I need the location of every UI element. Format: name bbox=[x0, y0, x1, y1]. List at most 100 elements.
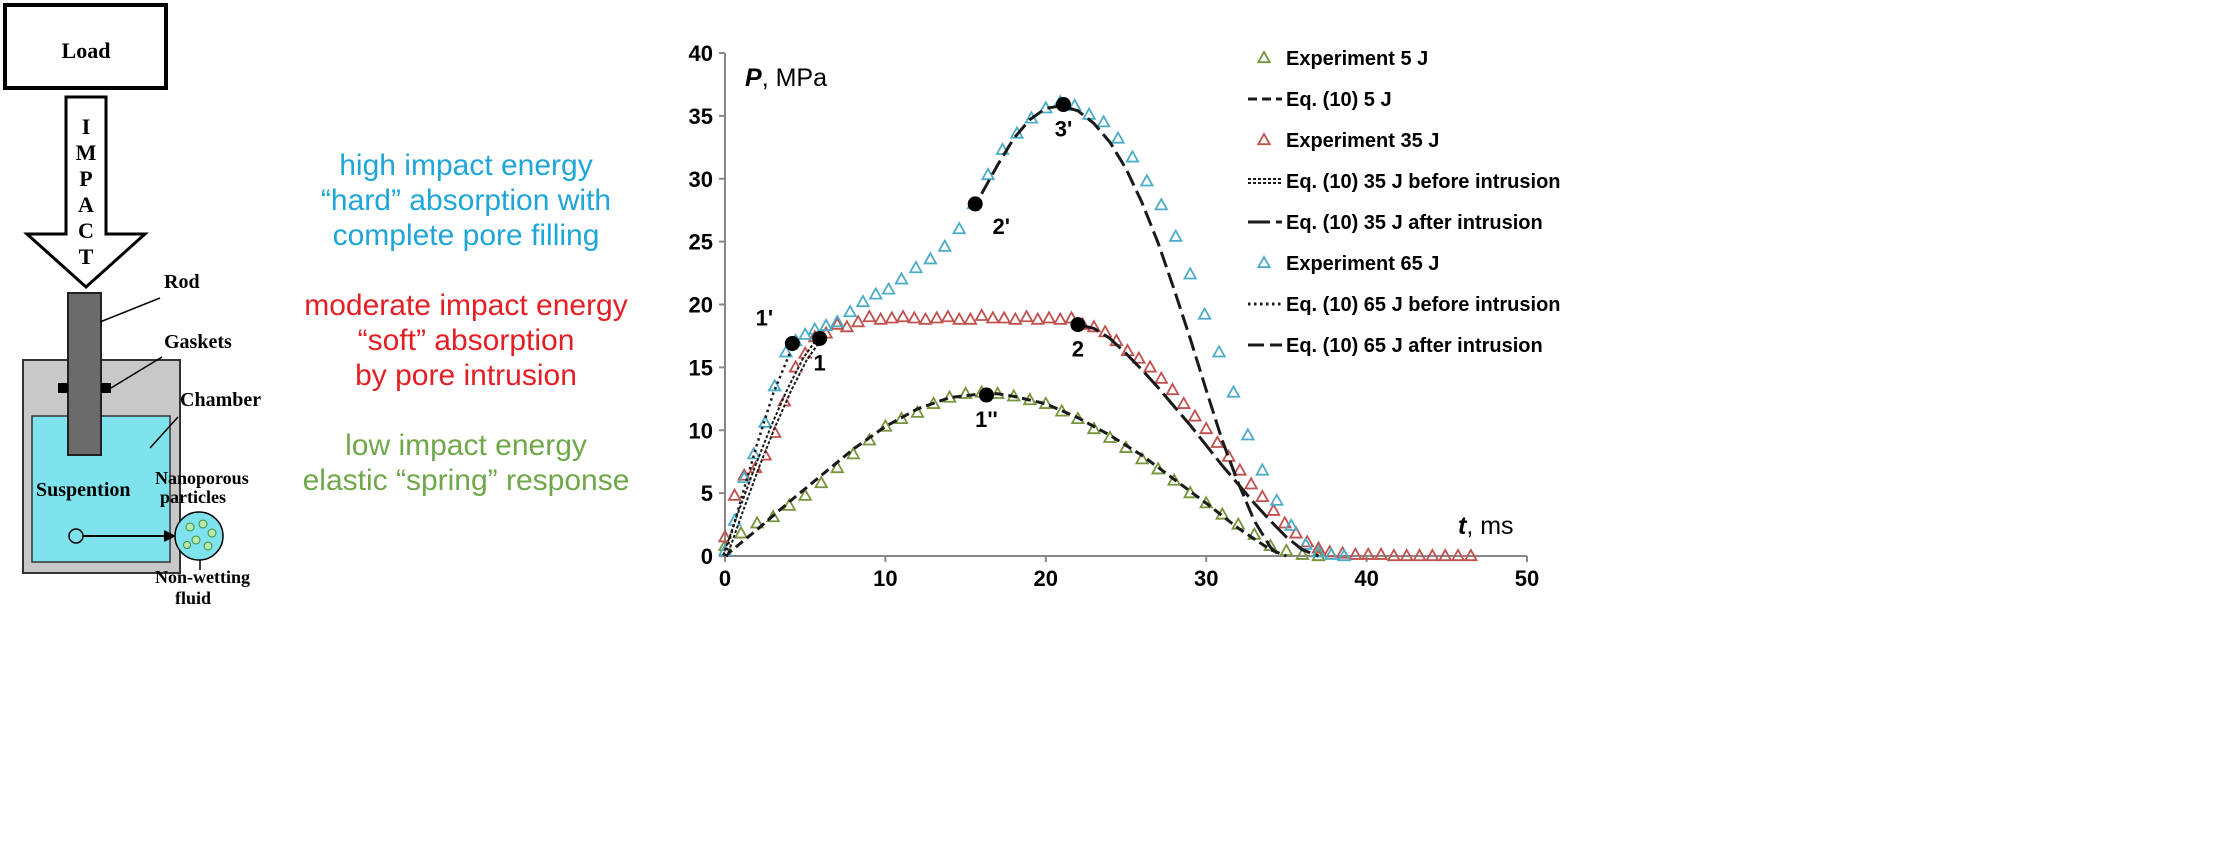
data-point-marker bbox=[1311, 548, 1326, 562]
x-tick-label: 40 bbox=[1354, 566, 1378, 591]
data-point-marker bbox=[1311, 544, 1326, 558]
data-point-marker bbox=[894, 271, 909, 285]
data-point-marker bbox=[908, 260, 924, 274]
y-tick-label: 25 bbox=[689, 230, 713, 255]
data-point-marker bbox=[1288, 525, 1304, 539]
plot-series bbox=[717, 94, 1479, 562]
impact-letter: T bbox=[79, 244, 94, 269]
regime-high-line: complete pore filling bbox=[333, 219, 600, 252]
data-point-marker bbox=[737, 470, 752, 484]
legend-label: Eq. (10) 65 J before intrusion bbox=[1286, 294, 1561, 316]
data-point-marker bbox=[1324, 546, 1339, 560]
data-point-marker bbox=[1086, 421, 1102, 435]
impact-letter: M bbox=[76, 140, 97, 165]
data-point-marker bbox=[942, 389, 957, 403]
legend-label: Experiment 5 J bbox=[1286, 48, 1428, 70]
x-tick-labels: 0 10 20 30 40 50 bbox=[719, 566, 1539, 591]
x-axis-label-unit: , ms bbox=[1466, 512, 1513, 540]
y-axis-label: P, MPa bbox=[745, 64, 827, 92]
load-label: Load bbox=[62, 38, 111, 63]
data-point-marker bbox=[1168, 228, 1183, 242]
legend-marker bbox=[1256, 50, 1272, 64]
gasket-left bbox=[58, 383, 68, 393]
data-point-marker bbox=[818, 318, 834, 331]
series-line-group bbox=[722, 336, 823, 557]
y-axis-label-unit: , MPa bbox=[762, 64, 827, 92]
data-point-marker bbox=[1283, 517, 1299, 531]
data-point-marker bbox=[850, 314, 866, 328]
key-point-marker bbox=[784, 335, 800, 351]
data-point-marker bbox=[1154, 370, 1169, 384]
data-point-marker bbox=[717, 529, 733, 543]
x-tick-label: 20 bbox=[1034, 566, 1058, 591]
data-point-marker bbox=[907, 310, 922, 324]
chamber-leader bbox=[149, 416, 179, 449]
data-point-marker bbox=[842, 304, 858, 318]
nanoporous-label: Nanoporous bbox=[155, 468, 249, 488]
y-tick-label: 35 bbox=[689, 104, 713, 129]
y-tick-label: 30 bbox=[689, 167, 713, 192]
data-point-marker bbox=[1255, 489, 1270, 502]
regime-high-line: “hard” absorption with bbox=[321, 184, 611, 217]
data-point-marker bbox=[839, 319, 855, 333]
data-point-marker bbox=[1269, 492, 1285, 506]
data-point-marker bbox=[963, 311, 978, 325]
regime-low-line: elastic “spring” response bbox=[303, 464, 630, 497]
data-point-marker bbox=[765, 509, 781, 523]
fluid-label: fluid bbox=[175, 588, 211, 608]
impact-schematic: Load I M P A C T Rod Gaskets Chamber Sus… bbox=[3, 3, 261, 608]
impact-letter: P bbox=[79, 166, 92, 191]
suspension-label: Suspention bbox=[36, 479, 131, 501]
particle-marker bbox=[68, 528, 84, 544]
data-point-marker bbox=[1240, 427, 1256, 441]
impact-arrow bbox=[23, 95, 149, 290]
data-point-marker bbox=[895, 309, 911, 323]
data-point-marker bbox=[1232, 462, 1248, 476]
series-line-group bbox=[980, 104, 1282, 558]
data-point-marker bbox=[781, 497, 797, 511]
data-point-marker bbox=[894, 411, 909, 425]
data-point-marker bbox=[1125, 149, 1140, 163]
key-points: 1' 1 2 2' 3' 1'' bbox=[756, 97, 1086, 432]
data-point-marker bbox=[757, 414, 773, 428]
data-point-marker bbox=[878, 418, 893, 432]
data-point-marker bbox=[1255, 462, 1270, 476]
data-point-marker bbox=[868, 286, 884, 300]
data-point-marker bbox=[1008, 311, 1023, 325]
data-point-marker bbox=[1279, 543, 1294, 557]
data-point-marker bbox=[1348, 546, 1363, 560]
data-point-marker bbox=[1210, 434, 1225, 448]
data-point-marker bbox=[830, 460, 845, 474]
series-line-group bbox=[1077, 323, 1320, 558]
y-tick-labels: 0 5 10 15 20 25 30 35 40 bbox=[689, 41, 713, 569]
legend-label: Eq. (10) 35 J before intrusion bbox=[1286, 171, 1561, 193]
data-point-marker bbox=[881, 281, 896, 295]
data-point-marker bbox=[958, 385, 973, 399]
data-point-marker bbox=[1096, 114, 1111, 128]
data-point-marker bbox=[767, 378, 782, 392]
fluid-label: Non-wetting bbox=[155, 567, 250, 587]
key-point-label: 2 bbox=[1072, 337, 1084, 362]
regime-high-line: high impact energy bbox=[339, 149, 592, 182]
data-point-marker bbox=[1182, 266, 1198, 280]
legend-marker bbox=[1256, 255, 1272, 269]
y-tick-label: 20 bbox=[689, 293, 713, 318]
data-point-marker bbox=[1139, 173, 1155, 187]
series-line bbox=[724, 392, 1287, 558]
series-line bbox=[723, 341, 797, 557]
data-point-marker bbox=[1450, 548, 1466, 562]
data-point-marker bbox=[1041, 310, 1057, 324]
key-point-label: 1'' bbox=[975, 407, 998, 432]
data-point-marker bbox=[1019, 309, 1034, 323]
data-point-marker bbox=[746, 446, 762, 460]
particle-arrowhead bbox=[164, 530, 176, 542]
chart: 0 5 10 15 20 25 30 35 40 0 10 20 30 40 50 P, MPa t, m… bbox=[689, 41, 1561, 591]
data-point-marker bbox=[1221, 448, 1236, 462]
x-tick-label: 50 bbox=[1515, 566, 1539, 591]
impact-letter: C bbox=[78, 218, 94, 243]
data-point-marker bbox=[1081, 106, 1097, 120]
data-point-marker bbox=[1030, 311, 1046, 325]
regime-moderate: moderate impact energy “soft” absorption… bbox=[304, 289, 628, 392]
key-point-marker bbox=[812, 330, 828, 346]
